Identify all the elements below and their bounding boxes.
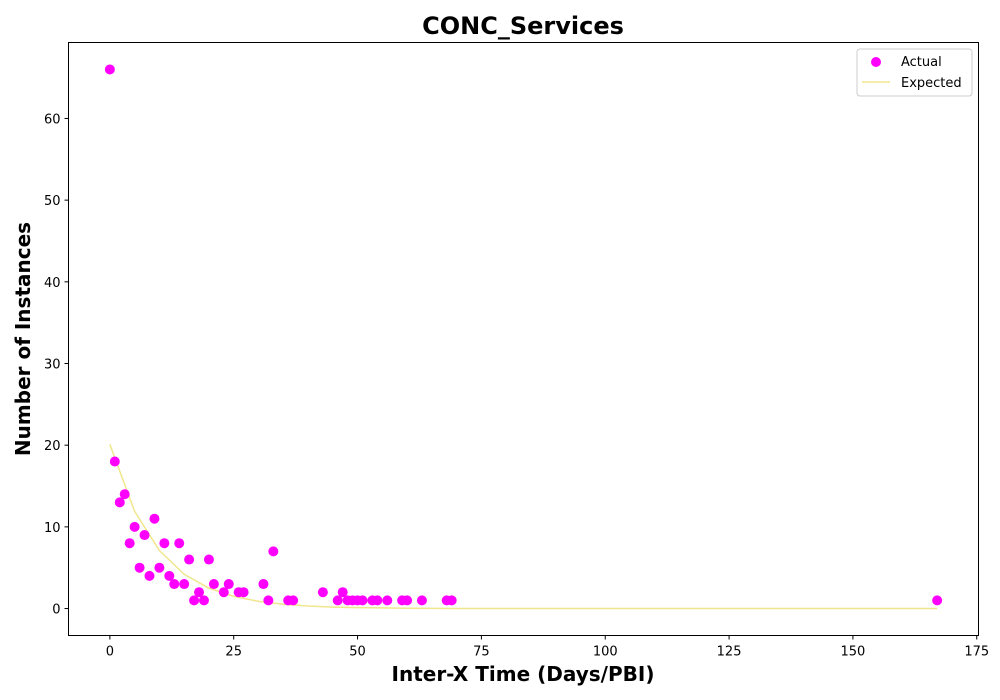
actual-point [134,562,145,573]
actual-point [223,579,234,590]
chart-title: CONC_Services [422,12,624,40]
actual-point [198,595,209,606]
x-tick-label: 75 [473,645,490,660]
actual-point [149,513,160,524]
actual-point [372,595,383,606]
legend-actual-marker [871,57,881,67]
y-tick-label: 30 [44,358,61,373]
actual-point [203,554,214,565]
y-tick-label: 60 [44,112,61,127]
actual-point [144,570,155,581]
x-tick-label: 125 [717,645,742,660]
actual-point [288,595,299,606]
plot-area [68,42,979,636]
actual-point [154,562,165,573]
actual-point [932,595,943,606]
actual-point [104,64,115,75]
y-axis-ticks: 0 10 20 30 40 50 60 [44,112,69,618]
actual-point [238,587,249,598]
x-tick-label: 100 [593,645,618,660]
actual-point [317,587,328,598]
y-axis-label: Number of Instances [11,222,35,456]
actual-point [402,595,413,606]
x-tick-label: 25 [225,645,242,660]
actual-point [263,595,274,606]
actual-points-layer [104,64,943,606]
x-tick-label: 50 [349,645,366,660]
actual-point [268,546,279,557]
actual-point [218,587,229,598]
actual-point [109,456,120,467]
expected-line [109,444,938,610]
actual-point [174,538,185,549]
x-tick-label: 0 [106,645,114,660]
actual-point [184,554,195,565]
actual-point [124,538,135,549]
actual-point [416,595,427,606]
y-tick-label: 20 [44,439,61,454]
actual-point [159,538,170,549]
actual-point [164,570,175,581]
actual-point [208,579,219,590]
actual-point [189,595,200,606]
actual-point [357,595,368,606]
y-tick-label: 0 [52,603,60,618]
x-tick-label: 175 [964,645,989,660]
x-axis-ticks: 0 25 50 75 100 125 150 175 [106,635,989,660]
y-tick-label: 40 [44,276,61,291]
legend: Actual Expected [856,48,973,97]
legend-expected-label: Expected [901,76,962,91]
legend-actual-label: Actual [901,55,942,70]
actual-point [446,595,457,606]
y-tick-label: 50 [44,194,61,209]
actual-point [169,579,180,590]
actual-point [114,497,125,508]
actual-point [258,579,269,590]
expected-line-layer [109,444,938,610]
actual-point [194,587,205,598]
x-axis-label: Inter-X Time (Days/PBI) [392,662,655,686]
actual-point [179,579,190,590]
actual-point [337,587,348,598]
legend-box [856,48,973,97]
x-tick-label: 150 [841,645,866,660]
actual-point [332,595,343,606]
y-tick-label: 10 [44,521,61,536]
actual-point [382,595,393,606]
actual-point [119,489,130,500]
actual-point [139,530,150,541]
actual-point [129,521,140,532]
